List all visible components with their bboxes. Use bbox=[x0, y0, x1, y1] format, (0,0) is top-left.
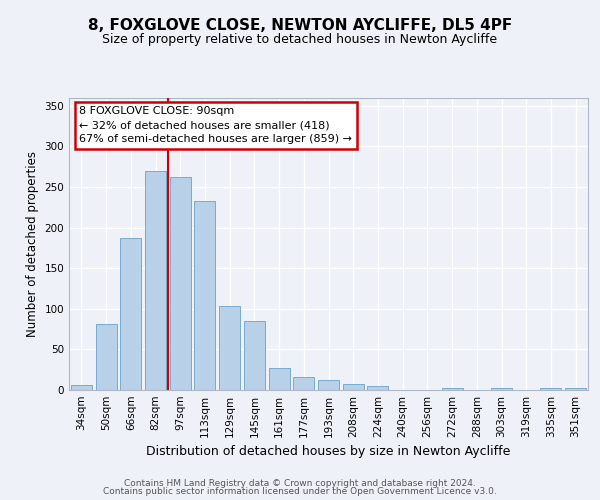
Bar bbox=[343, 384, 364, 390]
Bar bbox=[244, 321, 265, 390]
Bar bbox=[491, 388, 512, 390]
Text: 8, FOXGLOVE CLOSE, NEWTON AYCLIFFE, DL5 4PF: 8, FOXGLOVE CLOSE, NEWTON AYCLIFFE, DL5 … bbox=[88, 18, 512, 32]
X-axis label: Distribution of detached houses by size in Newton Aycliffe: Distribution of detached houses by size … bbox=[146, 446, 511, 458]
Bar bbox=[318, 380, 339, 390]
Bar bbox=[269, 368, 290, 390]
Bar bbox=[541, 388, 562, 390]
Text: 8 FOXGLOVE CLOSE: 90sqm
← 32% of detached houses are smaller (418)
67% of semi-d: 8 FOXGLOVE CLOSE: 90sqm ← 32% of detache… bbox=[79, 106, 352, 144]
Y-axis label: Number of detached properties: Number of detached properties bbox=[26, 151, 39, 337]
Bar bbox=[71, 385, 92, 390]
Bar bbox=[565, 388, 586, 390]
Bar bbox=[170, 177, 191, 390]
Bar bbox=[145, 170, 166, 390]
Bar bbox=[194, 200, 215, 390]
Text: Contains public sector information licensed under the Open Government Licence v3: Contains public sector information licen… bbox=[103, 487, 497, 496]
Bar bbox=[219, 306, 240, 390]
Bar bbox=[442, 388, 463, 390]
Bar bbox=[95, 324, 116, 390]
Text: Contains HM Land Registry data © Crown copyright and database right 2024.: Contains HM Land Registry data © Crown c… bbox=[124, 478, 476, 488]
Bar bbox=[120, 238, 141, 390]
Bar bbox=[293, 377, 314, 390]
Bar bbox=[367, 386, 388, 390]
Text: Size of property relative to detached houses in Newton Aycliffe: Size of property relative to detached ho… bbox=[103, 32, 497, 46]
